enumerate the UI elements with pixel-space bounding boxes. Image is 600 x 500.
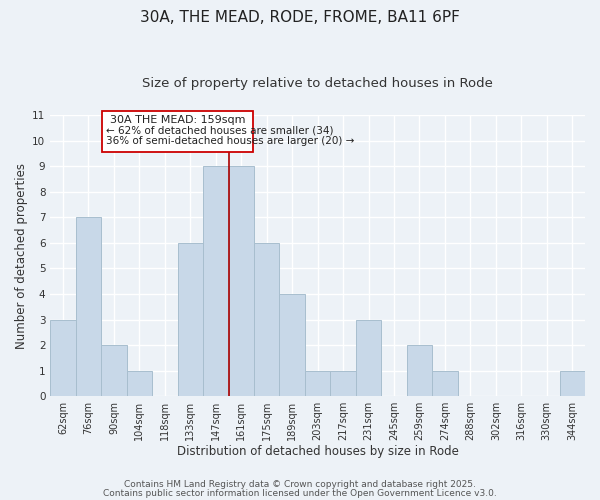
Text: Contains HM Land Registry data © Crown copyright and database right 2025.: Contains HM Land Registry data © Crown c… xyxy=(124,480,476,489)
Text: ← 62% of detached houses are smaller (34): ← 62% of detached houses are smaller (34… xyxy=(106,126,334,136)
Text: 30A, THE MEAD, RODE, FROME, BA11 6PF: 30A, THE MEAD, RODE, FROME, BA11 6PF xyxy=(140,10,460,25)
Text: 30A THE MEAD: 159sqm: 30A THE MEAD: 159sqm xyxy=(110,114,245,124)
X-axis label: Distribution of detached houses by size in Rode: Distribution of detached houses by size … xyxy=(177,444,458,458)
Bar xyxy=(280,294,305,396)
Bar xyxy=(178,243,203,396)
Bar xyxy=(254,243,280,396)
FancyBboxPatch shape xyxy=(103,112,253,152)
Bar xyxy=(50,320,76,396)
Title: Size of property relative to detached houses in Rode: Size of property relative to detached ho… xyxy=(142,78,493,90)
Bar xyxy=(305,370,331,396)
Bar xyxy=(229,166,254,396)
Bar xyxy=(407,345,432,396)
Y-axis label: Number of detached properties: Number of detached properties xyxy=(15,162,28,348)
Bar xyxy=(76,218,101,396)
Text: Contains public sector information licensed under the Open Government Licence v3: Contains public sector information licen… xyxy=(103,490,497,498)
Text: 36% of semi-detached houses are larger (20) →: 36% of semi-detached houses are larger (… xyxy=(106,136,355,145)
Bar xyxy=(127,370,152,396)
Bar xyxy=(432,370,458,396)
Bar xyxy=(560,370,585,396)
Bar xyxy=(203,166,229,396)
Bar xyxy=(356,320,381,396)
Bar xyxy=(331,370,356,396)
Bar xyxy=(101,345,127,396)
